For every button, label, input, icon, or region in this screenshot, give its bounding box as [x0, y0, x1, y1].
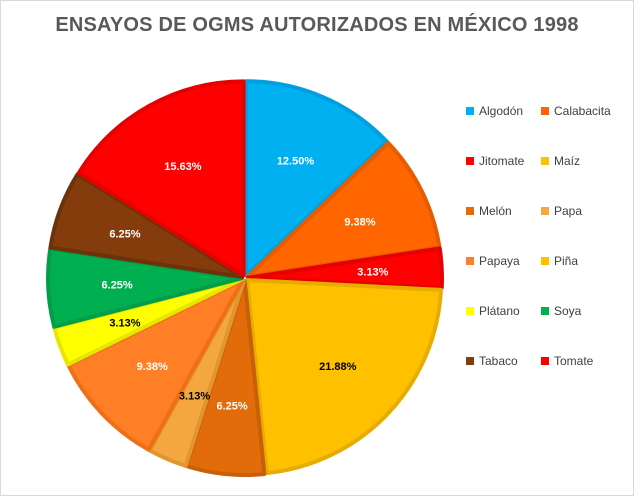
data-label-papa: 3.13%: [179, 391, 210, 403]
legend-label: Tomate: [554, 354, 594, 368]
legend-label: Plátano: [479, 304, 520, 318]
legend-label: Calabacita: [554, 104, 611, 118]
data-label-papaya: 9.38%: [137, 361, 168, 373]
legend-label: Melón: [479, 204, 512, 218]
legend-item-papa: Papa: [541, 204, 582, 218]
pie-slice-papaya: [66, 278, 245, 452]
legend-item-papaya: Papaya: [466, 254, 520, 268]
legend-swatch: [541, 257, 549, 265]
legend-item-melón: Melón: [466, 204, 512, 218]
data-label-jitomate: 3.13%: [357, 267, 388, 279]
legend-label: Papaya: [479, 254, 520, 268]
legend-item-piña: Piña: [541, 254, 578, 268]
data-label-tomate: 15.63%: [164, 161, 202, 173]
legend-swatch: [466, 307, 474, 315]
pie-slice-tabaco: [48, 172, 245, 279]
data-label-melón: 6.25%: [216, 400, 247, 412]
legend-swatch: [541, 107, 549, 115]
legend-swatch: [541, 207, 549, 215]
legend-label: Soya: [554, 304, 582, 318]
data-label-calabacita: 9.38%: [344, 217, 375, 229]
legend-swatch: [466, 357, 474, 365]
legend-label: Tabaco: [479, 354, 518, 368]
legend-swatch: [466, 157, 474, 165]
legend-item-soya: Soya: [541, 304, 581, 318]
pie-slice-maíz: [245, 278, 443, 476]
pie-slice-jitomate: [245, 246, 444, 290]
legend-label: Jitomate: [479, 154, 525, 168]
legend-item-plátano: Plátano: [466, 304, 520, 318]
legend-label: Algodón: [479, 104, 524, 118]
legend-item-calabacita: Calabacita: [541, 104, 611, 118]
data-label-plátano: 3.13%: [109, 317, 140, 329]
pie-slice-algodón: [244, 79, 389, 278]
legend-item-tomate: Tomate: [541, 354, 593, 368]
legend-swatch: [466, 107, 474, 115]
legend-swatch: [541, 307, 549, 315]
data-label-soya: 6.25%: [102, 279, 133, 291]
legend-label: Papa: [554, 204, 583, 218]
legend-swatch: [466, 257, 474, 265]
legend-item-tabaco: Tabaco: [466, 354, 518, 368]
pie-slice-calabacita: [245, 140, 442, 279]
legend-item-maíz: Maíz: [541, 154, 580, 168]
legend-swatch: [541, 357, 549, 365]
data-label-tabaco: 6.25%: [109, 229, 140, 241]
legend-label: Maíz: [554, 154, 581, 168]
data-label-maíz: 21.88%: [319, 361, 357, 373]
pie-slice-tomate: [76, 79, 246, 278]
chart-title: ENSAYOS DE OGMS AUTORIZADOS EN MÉXICO 19…: [55, 14, 579, 36]
legend-swatch: [541, 157, 549, 165]
data-label-algodón: 12.50%: [277, 155, 315, 167]
legend-label: Piña: [554, 254, 579, 268]
legend-item-algodón: Algodón: [466, 104, 523, 118]
legend-item-jitomate: Jitomate: [466, 154, 524, 168]
legend-swatch: [466, 207, 474, 215]
